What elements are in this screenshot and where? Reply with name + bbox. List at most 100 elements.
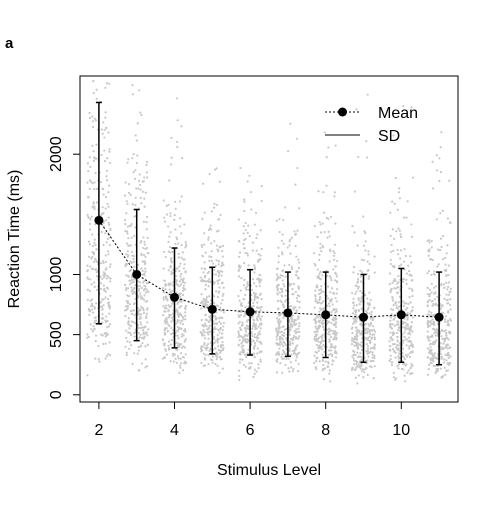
raw-point [104, 357, 107, 360]
raw-point [426, 272, 429, 275]
raw-point [294, 359, 297, 362]
raw-point [216, 341, 219, 344]
raw-point [134, 204, 137, 207]
raw-point [364, 240, 367, 243]
raw-point [391, 296, 394, 299]
raw-point [183, 263, 186, 266]
raw-point [250, 362, 253, 365]
raw-point [317, 349, 320, 352]
raw-point [297, 317, 300, 320]
raw-point [95, 88, 98, 91]
raw-point [356, 280, 360, 283]
raw-point [179, 283, 183, 286]
raw-point [448, 330, 452, 333]
raw-point [124, 309, 127, 312]
raw-point [106, 274, 109, 278]
raw-point [142, 220, 145, 223]
raw-point [217, 260, 220, 263]
raw-point [174, 274, 177, 278]
raw-point [176, 284, 179, 287]
raw-point [431, 258, 434, 262]
raw-point [180, 244, 183, 247]
raw-point [215, 259, 218, 262]
raw-point [135, 139, 138, 142]
raw-point [252, 319, 256, 322]
raw-point [142, 253, 146, 257]
raw-point [247, 332, 250, 335]
raw-point [104, 116, 107, 119]
raw-point [392, 376, 395, 379]
raw-point [86, 298, 89, 301]
raw-point [352, 307, 355, 310]
raw-point [321, 337, 324, 340]
raw-point [134, 284, 137, 287]
raw-point [400, 367, 403, 371]
raw-point [214, 347, 217, 350]
raw-point [367, 339, 370, 342]
raw-point [373, 338, 376, 341]
raw-point [373, 354, 376, 357]
raw-point [327, 217, 330, 220]
raw-point [410, 279, 413, 282]
raw-point [366, 156, 369, 159]
raw-point [162, 305, 165, 308]
raw-point [215, 167, 218, 170]
raw-point [184, 360, 187, 363]
raw-point [288, 240, 291, 243]
raw-point [334, 297, 337, 300]
raw-point [88, 309, 92, 312]
raw-point [207, 238, 210, 241]
raw-point [291, 293, 294, 296]
raw-point [137, 332, 140, 335]
raw-point [140, 296, 143, 299]
raw-point [433, 273, 436, 276]
raw-point [254, 344, 257, 347]
raw-point [241, 358, 244, 361]
raw-point [221, 262, 224, 265]
raw-point [354, 292, 357, 296]
raw-point [279, 274, 282, 277]
raw-point [252, 301, 255, 304]
raw-point [126, 232, 129, 235]
raw-point [446, 352, 449, 356]
raw-point [253, 352, 256, 355]
raw-point [372, 376, 375, 380]
raw-point [86, 333, 89, 336]
raw-point [408, 296, 411, 299]
raw-point [318, 314, 322, 318]
raw-point [93, 241, 96, 245]
raw-point [329, 276, 332, 280]
raw-point [105, 82, 109, 85]
raw-point [141, 341, 144, 345]
raw-point [167, 203, 170, 207]
raw-point [145, 288, 148, 291]
raw-point [447, 322, 450, 325]
raw-point [397, 301, 400, 304]
raw-point [426, 319, 430, 323]
raw-point [430, 282, 433, 285]
y-tick-label: 500 [48, 321, 65, 348]
raw-point [168, 313, 171, 317]
raw-point [354, 368, 357, 371]
raw-point [107, 191, 110, 194]
raw-point [125, 242, 129, 245]
raw-point [427, 363, 431, 366]
raw-point [321, 348, 324, 351]
raw-point [251, 327, 254, 330]
raw-point [402, 339, 405, 342]
raw-point [333, 318, 336, 322]
mean-point [245, 307, 255, 317]
raw-point [292, 306, 295, 309]
raw-point [436, 265, 439, 268]
raw-point [298, 330, 301, 333]
raw-point [325, 184, 328, 187]
raw-point [298, 261, 301, 264]
raw-point [313, 337, 316, 341]
raw-point [289, 340, 292, 343]
raw-point [259, 274, 262, 277]
raw-point [209, 224, 212, 227]
raw-point [409, 344, 412, 347]
raw-point [332, 323, 335, 326]
raw-point [137, 326, 140, 329]
raw-point [398, 229, 401, 232]
